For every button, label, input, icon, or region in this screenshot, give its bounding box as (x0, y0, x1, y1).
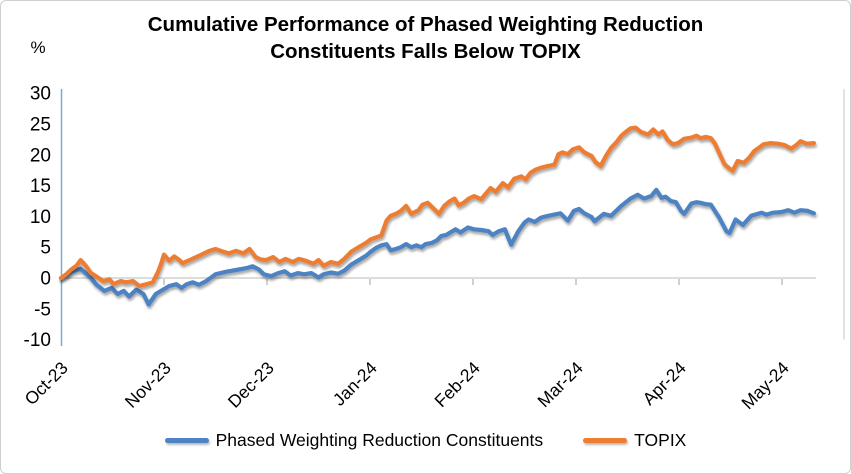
x-tick-label: Dec-23 (224, 358, 278, 412)
x-tick-label: Oct-23 (21, 358, 72, 409)
performance-line-chart: 30 25 20 15 10 5 0 -5 -10% Oct-23 Nov-23 Dec-23 Jan-… (21, 38, 845, 414)
y-tick-label: -5 (34, 299, 51, 320)
y-tick-label: 0 (40, 269, 51, 290)
legend-label-pwrc: Phased Weighting Reduction Constituents (215, 430, 544, 450)
y-tick-label: 20 (30, 145, 51, 166)
y-tick-label: -10 (24, 330, 51, 351)
chart-legend: Phased Weighting Reduction Constituents … (1, 430, 850, 451)
x-tick-label: May-24 (737, 358, 793, 414)
y-tick-label: 10 (30, 207, 51, 228)
legend-swatch-topix (583, 438, 628, 443)
chart-title: Cumulative Performance of Phased Weighti… (147, 13, 704, 64)
legend-swatch-pwrc (164, 438, 209, 443)
legend-item-pwrc: Phased Weighting Reduction Constituents (164, 430, 544, 451)
y-tick-label: 25 (30, 115, 51, 136)
x-tick-label: Nov-23 (121, 358, 175, 412)
x-tick-label: Apr-24 (639, 358, 690, 409)
x-tick-label: Feb-24 (430, 358, 484, 412)
y-tick-label: 30 (30, 84, 51, 105)
x-tick-label: Jan-24 (329, 358, 381, 410)
y-axis-unit-label: % (30, 38, 45, 57)
series-line-pwrc (58, 187, 817, 307)
y-tick-label: 15 (30, 176, 51, 197)
y-tick-label: 5 (40, 238, 51, 259)
x-tick-label: Mar-24 (533, 358, 587, 412)
legend-item-topix: TOPIX (583, 430, 686, 451)
series-line-topix (58, 125, 817, 289)
legend-label-topix: TOPIX (634, 430, 687, 450)
